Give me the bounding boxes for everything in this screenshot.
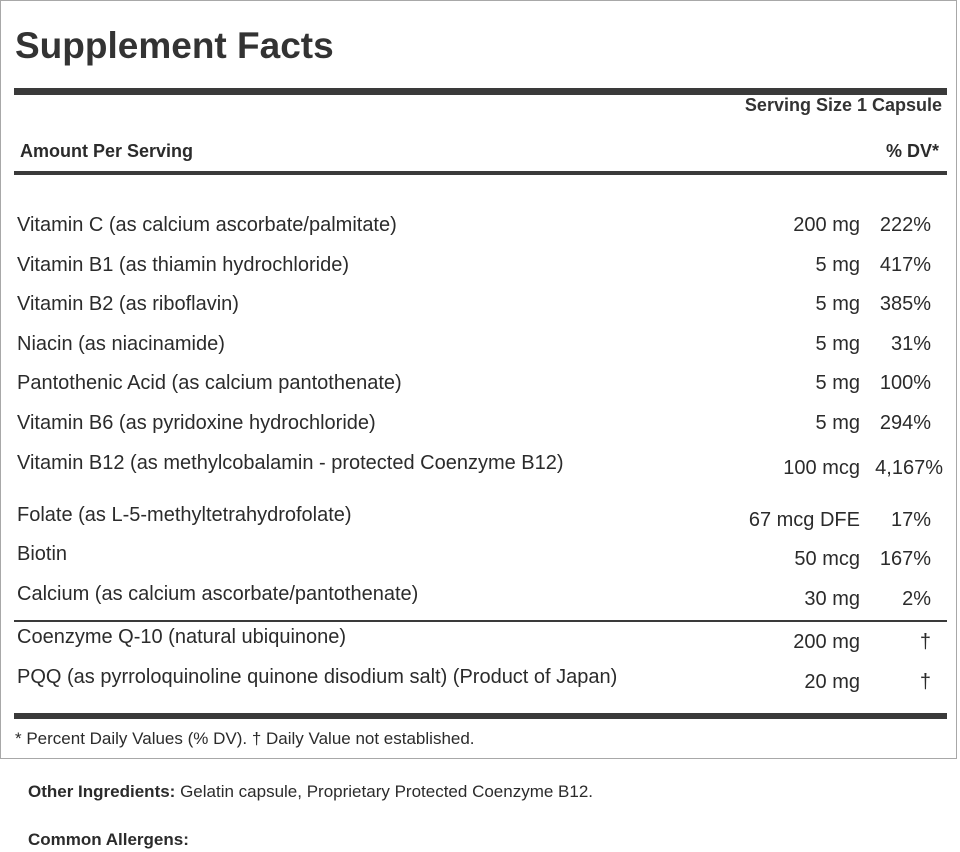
other-ingredients: Other Ingredients: Gelatin capsule, Prop… <box>28 782 593 802</box>
nutrient-dv: 2% <box>902 588 931 610</box>
label-title: Supplement Facts <box>15 25 334 66</box>
common-allergens: Common Allergens: <box>28 830 189 850</box>
nutrient-amount: 5 mg <box>815 293 860 315</box>
serving-size: Serving Size 1 Capsule <box>744 95 942 115</box>
nutrient-name: Vitamin C (as calcium ascorbate/palmitat… <box>17 214 397 236</box>
nutrient-name: Niacin (as niacinamide) <box>17 333 225 355</box>
nutrient-amount: 100 mcg <box>783 457 860 479</box>
nutrient-name: Vitamin B1 (as thiamin hydrochloride) <box>17 254 350 276</box>
nutrient-amount: 5 mg <box>815 333 860 355</box>
other-ingredients-label: Other Ingredients: <box>28 782 176 801</box>
nutrient-name: Calcium (as calcium ascorbate/pantothena… <box>17 583 419 605</box>
nutrient-dv: 385% <box>879 293 931 315</box>
common-allergens-label: Common Allergens: <box>28 830 189 849</box>
nutrient-amount: 5 mg <box>815 412 860 434</box>
amount-per-serving-header: Amount Per Serving <box>20 141 194 161</box>
top-divider <box>14 88 947 95</box>
nutrient-dv: 222% <box>879 214 931 236</box>
nutrient-amount: 20 mg <box>804 671 860 693</box>
nutrient-name: Vitamin B12 (as methylcobalamin - protec… <box>17 452 564 474</box>
nutrient-dv: 31% <box>890 333 931 355</box>
nutrient-amount: 5 mg <box>815 372 860 394</box>
nutrient-amount: 67 mcg DFE <box>748 509 860 531</box>
nutrient-name: Coenzyme Q-10 (natural ubiquinone) <box>17 626 347 648</box>
nutrient-dv: 294% <box>879 412 931 434</box>
nutrient-name: Folate (as L-5-methyltetrahydrofolate) <box>17 504 352 526</box>
dagger-symbol: † <box>919 671 931 693</box>
nutrient-amount: 200 mg <box>793 214 860 236</box>
dv-header: % DV* <box>885 141 939 161</box>
nutrient-name: Pantothenic Acid (as calcium pantothenat… <box>17 372 402 394</box>
nutrient-dv: 4,167% <box>875 457 943 479</box>
nutrient-dv: 417% <box>879 254 931 276</box>
nutrient-name: Vitamin B2 (as riboflavin) <box>17 293 239 315</box>
nutrient-amount: 30 mg <box>804 588 860 610</box>
bottom-divider <box>14 713 947 719</box>
nutrient-amount: 50 mcg <box>794 548 860 570</box>
nutrient-name: Biotin <box>17 543 68 565</box>
dagger-symbol: † <box>919 631 931 653</box>
header-divider <box>14 171 947 175</box>
nutrient-amount: 5 mg <box>815 254 860 276</box>
other-nutrients-divider <box>14 620 947 622</box>
nutrient-amount: 200 mg <box>793 631 860 653</box>
nutrient-name: PQQ (as pyrroloquinoline quinone disodiu… <box>17 666 618 688</box>
nutrient-dv: 167% <box>879 548 931 570</box>
nutrient-dv: 100% <box>879 372 931 394</box>
nutrient-name: Vitamin B6 (as pyridoxine hydrochloride) <box>17 412 376 434</box>
nutrient-dv: 17% <box>890 509 931 531</box>
other-ingredients-value: Gelatin capsule, Proprietary Protected C… <box>175 782 594 801</box>
daily-value-footnote: * Percent Daily Values (% DV). † Daily V… <box>15 729 475 748</box>
supplement-facts-panel: Supplement Facts Serving Size 1 Capsule … <box>0 0 957 759</box>
